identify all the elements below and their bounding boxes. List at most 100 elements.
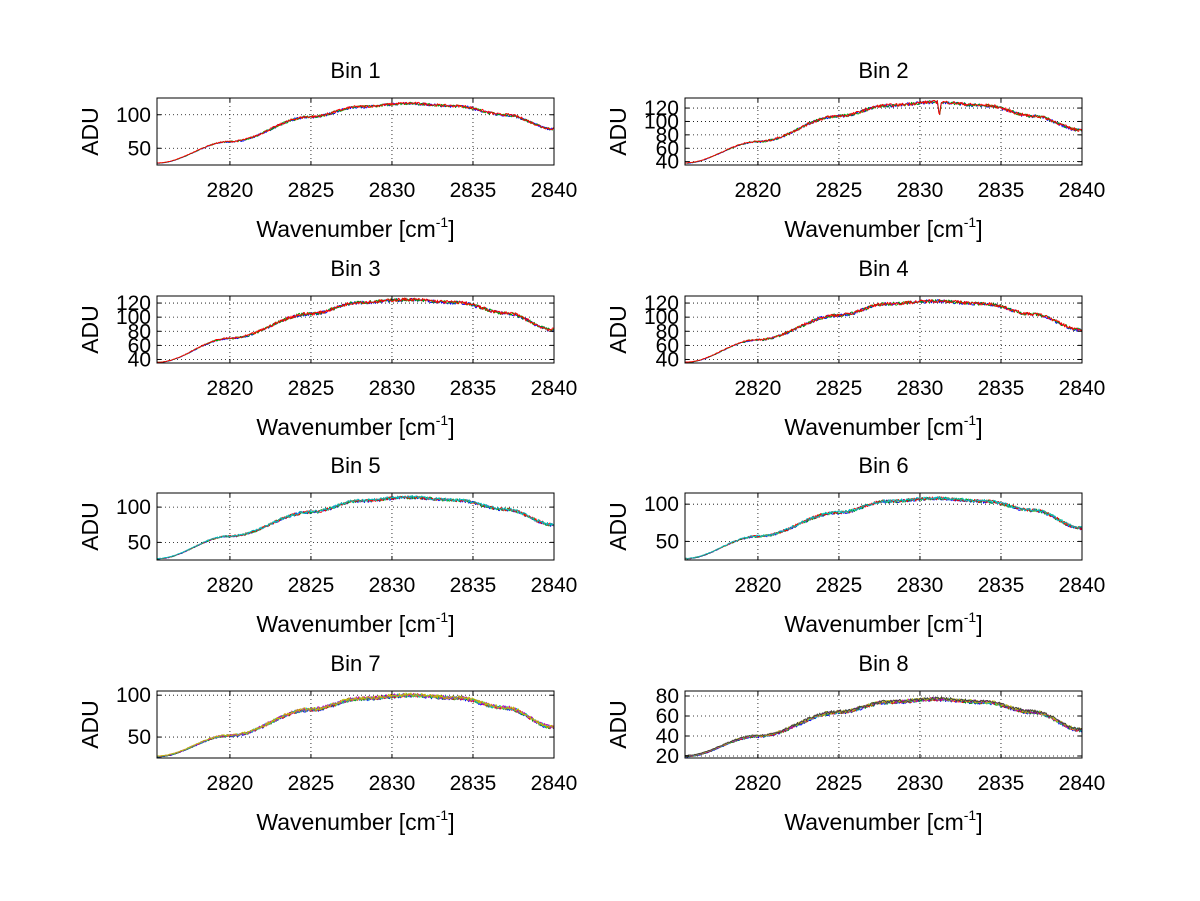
x-tick-label: 2840 [531,772,578,795]
data-series-3 [685,99,1082,164]
x-tick-label: 2830 [369,179,416,202]
y-tick-label: 80 [656,124,679,147]
series-group [157,101,554,164]
y-tick-label: 100 [644,306,679,329]
x-tick-label: 2830 [897,772,944,795]
data-series-4 [157,495,554,560]
x-tick-label: 2820 [207,574,254,597]
subplot-title: Bin 7 [330,651,380,676]
x-tick-label: 2825 [816,377,863,400]
y-tick-label: 60 [656,137,679,160]
series-group [157,495,554,560]
axes-background [685,296,1082,363]
x-tick-label: 2820 [735,574,782,597]
x-tick-label: 2835 [978,377,1025,400]
y-axis-label: ADU [77,305,103,354]
axes-frame [684,295,1083,364]
x-tick-label: 2820 [207,772,254,795]
x-tick-label: 2825 [288,179,335,202]
y-tick-label: 40 [656,348,679,371]
x-tick-label: 2840 [531,179,578,202]
series-group [685,99,1082,164]
data-series-7 [685,696,1082,756]
series-group [685,696,1082,758]
x-tick-label: 2820 [735,377,782,400]
x-tick-label: 2830 [897,574,944,597]
x-tick-label: 2825 [816,772,863,795]
x-tick-label: 2825 [816,179,863,202]
axes-frame [684,492,1083,561]
subplot-title: Bin 4 [858,256,908,281]
y-tick-label: 60 [656,705,679,728]
x-tick-label: 2840 [1059,179,1106,202]
y-tick-label: 50 [656,530,679,553]
x-axis-label: Wavenumber [cm-1] [784,412,982,440]
y-tick-label: 100 [644,493,679,516]
x-axis-label: Wavenumber [cm-1] [256,214,454,242]
y-axis-label: ADU [77,700,103,749]
x-tick-label: 2840 [531,574,578,597]
axes-background [157,296,554,363]
series-group [685,495,1082,560]
axes-frame [156,492,555,561]
x-tick-label: 2840 [531,377,578,400]
x-tick-label: 2820 [735,179,782,202]
axes-background [157,98,554,165]
y-tick-label: 100 [644,110,679,133]
subplot-title: Bin 3 [330,256,380,281]
x-tick-label: 2835 [450,179,497,202]
x-tick-label: 2830 [897,179,944,202]
x-axis-label: Wavenumber [cm-1] [256,807,454,835]
y-tick-label: 100 [116,306,151,329]
x-tick-label: 2825 [288,377,335,400]
x-tick-label: 2835 [450,772,497,795]
y-tick-label: 120 [644,97,679,120]
subplot-bin-6: 2820 2825 2830 2835 2840 50 100 Bin 6 Wavenumber… [605,453,1105,637]
y-axis-label: ADU [605,107,631,156]
axes-frame [684,97,1083,166]
y-tick-label: 100 [116,496,151,519]
x-tick-label: 2835 [450,574,497,597]
x-tick-label: 2825 [816,574,863,597]
y-tick-label: 40 [656,151,679,174]
y-tick-label: 20 [656,745,679,768]
data-series-6 [157,692,554,757]
x-axis-label: Wavenumber [cm-1] [256,609,454,637]
y-axis-label: ADU [605,502,631,551]
x-tick-label: 2820 [207,377,254,400]
x-tick-label: 2830 [897,377,944,400]
y-tick-label: 80 [656,685,679,708]
data-series-3 [157,101,554,164]
data-series-3 [685,299,1082,363]
axes-background [157,493,554,560]
x-tick-label: 2830 [369,772,416,795]
series-group [157,297,554,363]
subplot-title: Bin 2 [858,58,908,83]
data-series-4 [685,495,1082,559]
x-tick-label: 2835 [978,179,1025,202]
data-series-3 [157,297,554,363]
x-tick-label: 2820 [207,179,254,202]
y-tick-label: 80 [128,320,151,343]
axes-frame [156,295,555,364]
x-tick-label: 2840 [1059,772,1106,795]
y-tick-label: 120 [644,292,679,315]
x-tick-label: 2840 [1059,377,1106,400]
y-tick-label: 50 [128,137,151,160]
x-tick-label: 2835 [978,772,1025,795]
x-tick-label: 2830 [369,377,416,400]
x-axis-label: Wavenumber [cm-1] [256,412,454,440]
x-tick-label: 2835 [978,574,1025,597]
subplot-bin-7: 2820 2825 2830 2835 2840 50 100 Bin 7 Wavenumber… [77,651,577,835]
subplot-title: Bin 6 [858,453,908,478]
subplot-title: Bin 8 [858,651,908,676]
subplot-bin-1: 2820 2825 2830 2835 2840 50 100 Bin 1 Wavenumber… [77,58,577,242]
x-tick-label: 2835 [450,377,497,400]
y-tick-label: 60 [656,334,679,357]
subplot-title: Bin 1 [330,58,380,83]
x-axis-label: Wavenumber [cm-1] [784,609,982,637]
